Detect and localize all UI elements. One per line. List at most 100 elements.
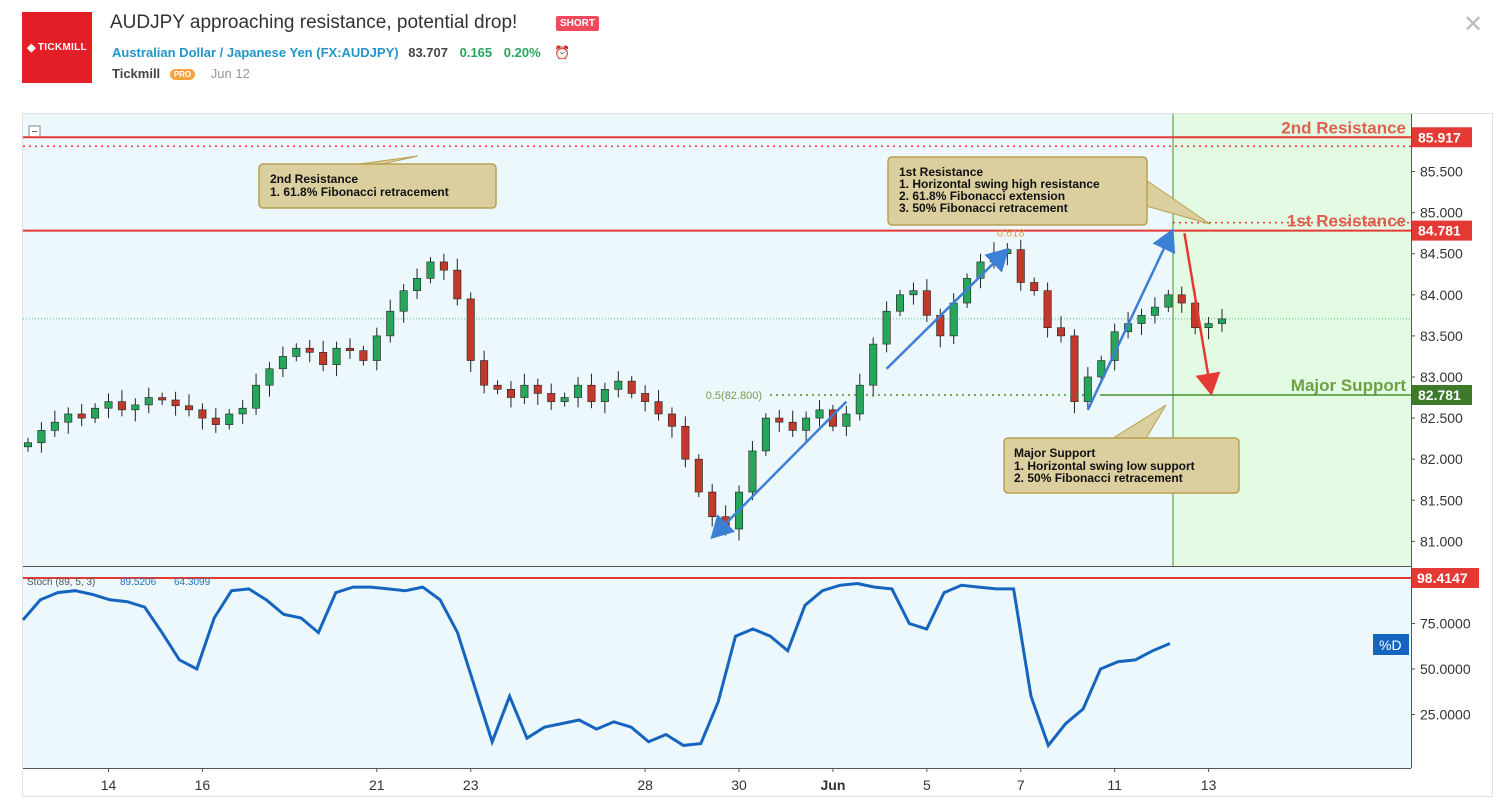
candle bbox=[37, 430, 46, 444]
candle bbox=[453, 269, 462, 300]
alarm-clock-icon[interactable]: ⏰ bbox=[554, 45, 571, 60]
callout-first-resistance-title: 1st Resistance bbox=[899, 165, 983, 179]
stoch-d-badge bbox=[1373, 634, 1409, 655]
candle bbox=[775, 417, 784, 423]
major-support-label: Major Support bbox=[1291, 376, 1407, 395]
candle bbox=[319, 352, 328, 365]
candle bbox=[949, 302, 958, 337]
candle bbox=[627, 380, 636, 394]
candle bbox=[386, 310, 395, 337]
candle bbox=[761, 417, 770, 452]
x-tick-label: 28 bbox=[637, 777, 653, 793]
candle bbox=[1030, 282, 1039, 291]
publish-date: Jun 12 bbox=[210, 66, 250, 81]
candle bbox=[1218, 318, 1226, 324]
x-tick-label: 5 bbox=[923, 777, 931, 793]
last-price: 83.707 bbox=[408, 45, 448, 60]
candle bbox=[252, 384, 261, 409]
close-icon[interactable]: ✕ bbox=[1463, 11, 1484, 38]
candle bbox=[466, 298, 475, 361]
callout-major-support-title: Major Support bbox=[1014, 446, 1095, 460]
candle bbox=[842, 413, 851, 427]
y-tick-label: 84.500 bbox=[1420, 246, 1463, 262]
y-tick-label: 85.000 bbox=[1420, 205, 1463, 221]
author-name[interactable]: Tickmill bbox=[112, 66, 161, 81]
candle bbox=[493, 384, 502, 390]
candle bbox=[560, 397, 569, 402]
callout-major-support: Major Support 1. Horizontal swing low su… bbox=[1003, 404, 1240, 494]
stoch-pane-bg bbox=[23, 567, 1411, 768]
x-tick-label: 21 bbox=[369, 777, 385, 793]
first-resistance-price: 84.781 bbox=[1418, 223, 1461, 239]
price-change-pct: 0.20% bbox=[503, 45, 541, 60]
candle bbox=[91, 407, 100, 419]
stoch-legend-label: Stoch (89, 5, 3) bbox=[27, 577, 95, 588]
candle bbox=[574, 384, 583, 398]
candle bbox=[211, 417, 220, 425]
callout-second-resistance-title: 2nd Resistance bbox=[270, 172, 358, 186]
y-tick-label: 81.500 bbox=[1420, 492, 1463, 508]
stoch-level-badge bbox=[1412, 568, 1479, 588]
pro-badge: PRO bbox=[169, 69, 196, 81]
candle bbox=[667, 413, 676, 427]
candle bbox=[641, 393, 650, 402]
candle bbox=[909, 290, 918, 296]
second-resistance-price: 85.917 bbox=[1418, 129, 1461, 145]
y-tick-label: 84.000 bbox=[1420, 287, 1463, 303]
callout-first-resistance: 1st Resistance 1. Horizontal swing high … bbox=[887, 156, 1211, 226]
candle bbox=[1150, 306, 1159, 316]
candle bbox=[77, 413, 86, 419]
second-resistance-label: 2nd Resistance bbox=[1281, 118, 1406, 137]
blue-arrow-up-right bbox=[885, 247, 1010, 370]
candle bbox=[1016, 249, 1025, 283]
candle bbox=[882, 310, 891, 345]
candle bbox=[345, 347, 354, 351]
stoch-d-line bbox=[21, 581, 1171, 749]
candle bbox=[869, 343, 878, 386]
symbol-code[interactable]: (FX:AUDJPY) bbox=[316, 45, 399, 60]
first-resistance-label: 1st Resistance bbox=[1287, 212, 1406, 231]
candle bbox=[104, 401, 113, 409]
candle bbox=[131, 404, 140, 411]
tickmill-logo: ◆ TICKMILL bbox=[22, 12, 92, 83]
candle bbox=[225, 413, 234, 425]
x-tick-label: 30 bbox=[731, 777, 747, 793]
candle bbox=[1164, 294, 1173, 308]
symbol-line: Australian Dollar / Japanese Yen (FX:AUD… bbox=[112, 45, 570, 61]
candle bbox=[372, 335, 381, 361]
candle bbox=[265, 368, 274, 386]
x-tick-label: 14 bbox=[101, 777, 117, 793]
candle bbox=[184, 405, 193, 411]
candle bbox=[359, 350, 368, 361]
candle bbox=[976, 261, 985, 279]
x-tick-label: 7 bbox=[1017, 777, 1025, 793]
candle bbox=[506, 389, 515, 398]
candle bbox=[426, 261, 435, 279]
candle bbox=[681, 425, 690, 460]
candle bbox=[1177, 294, 1186, 304]
chart-frame bbox=[22, 113, 1493, 797]
x-tick-label: 11 bbox=[1107, 777, 1122, 793]
candle bbox=[24, 442, 32, 448]
idea-title: AUDJPY approaching resistance, potential… bbox=[110, 12, 518, 33]
logo-text: TICKMILL bbox=[37, 42, 87, 53]
candle bbox=[922, 290, 931, 316]
callout-second-resistance: 2nd Resistance 1. 61.8% Fibonacci retrac… bbox=[258, 155, 497, 209]
first-resistance-price-badge bbox=[1412, 220, 1472, 241]
symbol-name[interactable]: Australian Dollar / Japanese Yen bbox=[112, 45, 313, 60]
candle bbox=[614, 380, 623, 390]
candle bbox=[802, 417, 811, 431]
callout-first-resistance-line3: 3. 50% Fibonacci retracement bbox=[899, 201, 1068, 215]
candle bbox=[600, 389, 609, 402]
callout-major-support-line2: 2. 50% Fibonacci retracement bbox=[1014, 471, 1183, 485]
candle bbox=[480, 360, 489, 386]
x-tick-label: 23 bbox=[463, 777, 479, 793]
candle bbox=[292, 347, 301, 357]
candle bbox=[896, 294, 905, 312]
candle bbox=[64, 413, 73, 423]
candle bbox=[654, 401, 663, 415]
candle bbox=[1043, 290, 1052, 328]
candle bbox=[1057, 327, 1066, 337]
candle bbox=[158, 397, 167, 401]
